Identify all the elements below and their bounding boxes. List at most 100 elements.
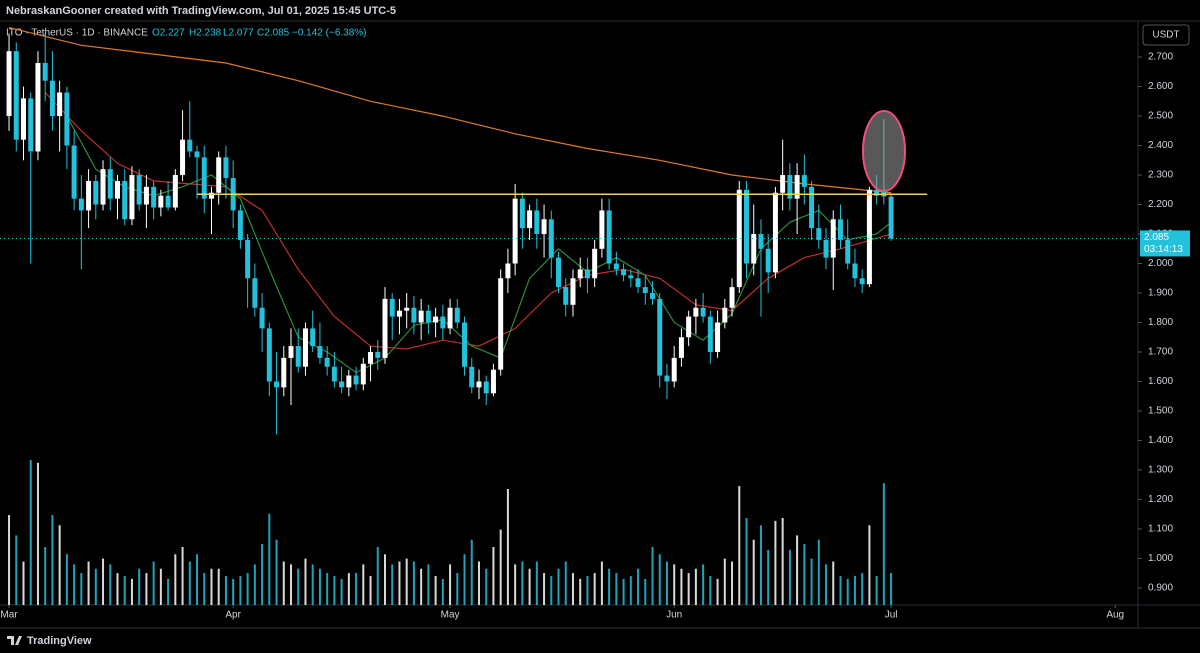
volume-bar bbox=[130, 578, 133, 605]
legend-change: −0.142 (−6.38%) bbox=[292, 28, 367, 39]
candle-body bbox=[216, 157, 222, 193]
volume-bar bbox=[94, 568, 97, 605]
legend-high: H2.238 bbox=[189, 28, 222, 39]
volume-bar bbox=[543, 573, 546, 605]
candle-body bbox=[42, 62, 48, 81]
candle-body bbox=[317, 346, 323, 358]
candle-body bbox=[722, 307, 728, 323]
volume-bar bbox=[174, 554, 177, 605]
volume-bar bbox=[817, 539, 820, 605]
currency-box[interactable] bbox=[1142, 24, 1190, 46]
volume-bar bbox=[246, 573, 249, 605]
candle-body bbox=[187, 139, 193, 152]
candle-body bbox=[570, 278, 576, 305]
volume-bar bbox=[550, 576, 553, 605]
volume-bar bbox=[73, 564, 76, 605]
candle-body bbox=[816, 228, 822, 240]
volume-bar bbox=[658, 554, 661, 605]
volume-bar bbox=[203, 573, 206, 605]
volume-bar bbox=[694, 568, 697, 605]
candle-body bbox=[599, 210, 605, 249]
volume-bar bbox=[680, 568, 683, 605]
candle-body bbox=[375, 351, 381, 358]
volume-bar bbox=[839, 576, 842, 605]
candle-body bbox=[809, 186, 815, 229]
volume-bar bbox=[564, 561, 567, 605]
candle-body bbox=[114, 180, 120, 199]
brand-name: TradingView bbox=[27, 635, 92, 647]
candle-body bbox=[13, 51, 19, 140]
candle-body bbox=[331, 366, 337, 382]
candle-body bbox=[837, 219, 843, 240]
volume-bar bbox=[102, 558, 105, 605]
candle-body bbox=[382, 298, 388, 358]
candle-body bbox=[715, 322, 721, 352]
volume-bar bbox=[506, 489, 509, 605]
volume-bar bbox=[391, 564, 394, 605]
candle-body bbox=[642, 287, 648, 294]
candle-body bbox=[339, 381, 345, 388]
candle-body bbox=[758, 234, 764, 249]
y-tick-label: 2.700 bbox=[1148, 52, 1173, 63]
candle-body bbox=[20, 98, 26, 140]
volume-bar bbox=[875, 576, 878, 605]
volume-bar bbox=[355, 573, 358, 605]
volume-bar bbox=[702, 564, 705, 605]
volume-bar bbox=[297, 568, 300, 605]
candle-body bbox=[353, 375, 359, 385]
y-tick-label: 2.200 bbox=[1148, 199, 1173, 210]
candle-body bbox=[433, 316, 439, 323]
volume-bar bbox=[637, 568, 640, 605]
volume-bar bbox=[217, 568, 220, 605]
volume-bar bbox=[441, 578, 444, 605]
candle-body bbox=[454, 307, 460, 323]
candle-body bbox=[6, 51, 12, 117]
candle-body bbox=[418, 310, 424, 323]
volume-bar bbox=[767, 549, 770, 605]
volume-bar bbox=[87, 561, 90, 605]
volume-bar bbox=[629, 576, 632, 605]
candle-body bbox=[440, 316, 446, 329]
y-tick-label: 1.800 bbox=[1148, 317, 1173, 328]
candle-body bbox=[635, 278, 641, 288]
y-tick-label: 2.600 bbox=[1148, 81, 1173, 92]
volume-bar bbox=[615, 573, 618, 605]
volume-bar bbox=[159, 568, 162, 605]
volume-bar bbox=[586, 576, 589, 605]
x-tick-label: Jul bbox=[885, 610, 898, 621]
candle-body bbox=[664, 375, 670, 382]
candle-body bbox=[519, 198, 525, 229]
volume-bar bbox=[846, 578, 849, 605]
y-tick-label: 2.000 bbox=[1148, 258, 1173, 269]
volume-bar bbox=[22, 561, 25, 605]
volume-bar bbox=[788, 549, 791, 605]
candle-body bbox=[360, 363, 366, 385]
candle-body bbox=[563, 287, 569, 305]
candle-body bbox=[823, 239, 829, 258]
volume-bar bbox=[723, 558, 726, 605]
x-tick-label: May bbox=[441, 610, 460, 621]
volume-bar bbox=[44, 547, 47, 605]
candle-body bbox=[64, 92, 70, 146]
volume-bar bbox=[434, 576, 437, 605]
x-tick-label: Jun bbox=[666, 610, 682, 621]
volume-bar bbox=[571, 573, 574, 605]
candle-body bbox=[49, 80, 55, 117]
volume-bar bbox=[514, 564, 517, 605]
volume-bar bbox=[376, 547, 379, 605]
candle-body bbox=[172, 175, 178, 208]
volume-bar bbox=[456, 573, 459, 605]
y-tick-label: 2.400 bbox=[1148, 140, 1173, 151]
volume-bar bbox=[8, 515, 11, 605]
candle-body bbox=[628, 275, 634, 279]
volume-bar bbox=[803, 544, 806, 605]
candle-body bbox=[462, 322, 468, 367]
y-tick-label: 1.400 bbox=[1148, 435, 1173, 446]
candle-body bbox=[736, 189, 742, 288]
y-tick-label: 2.300 bbox=[1148, 170, 1173, 181]
candle-body bbox=[852, 263, 858, 279]
candle-body bbox=[613, 263, 619, 270]
volume-bar bbox=[651, 547, 654, 605]
candle-body bbox=[396, 310, 402, 317]
